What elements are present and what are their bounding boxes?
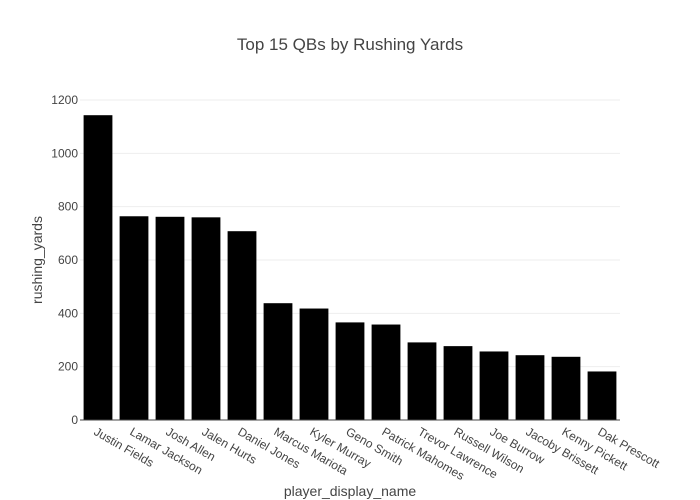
bar (191, 217, 221, 420)
bar (587, 371, 617, 420)
bar (119, 216, 149, 420)
bar (263, 303, 293, 420)
bar (443, 346, 473, 420)
y-tick-label: 1200 (51, 93, 78, 107)
y-tick-label: 800 (58, 200, 78, 214)
bar (479, 351, 509, 420)
bar (515, 355, 545, 420)
y-tick-label: 400 (58, 306, 78, 320)
y-tick-label: 600 (58, 253, 78, 267)
y-tick-label: 200 (58, 360, 78, 374)
bar (155, 216, 185, 420)
bar (407, 342, 437, 420)
y-axis-ticks: 0 200 400 600 800 1000 1200 (51, 93, 78, 427)
bar (299, 308, 329, 420)
y-axis-title: rushing_yards (29, 216, 45, 304)
bar (371, 324, 401, 420)
bars (83, 115, 617, 420)
bar (227, 231, 257, 420)
bar (551, 356, 581, 420)
bar (335, 322, 365, 420)
chart-title: Top 15 QBs by Rushing Yards (237, 35, 463, 54)
y-tick-label: 1000 (51, 146, 78, 160)
x-axis-title: player_display_name (284, 483, 417, 499)
y-tick-label: 0 (71, 413, 78, 427)
bar (83, 115, 113, 420)
